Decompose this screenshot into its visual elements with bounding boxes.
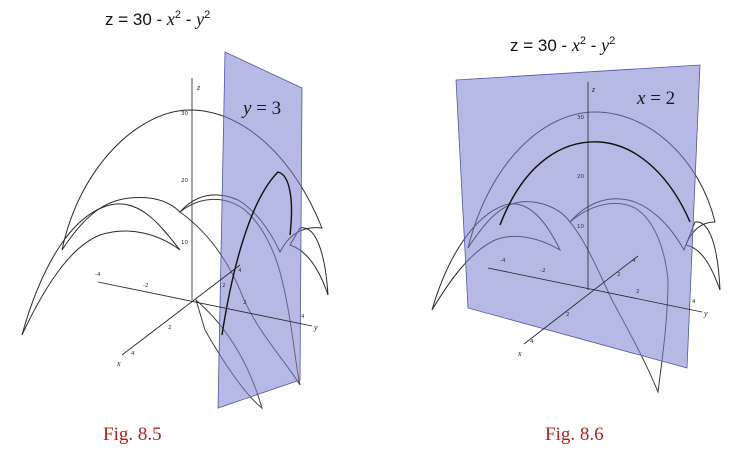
y-tick-4: 4	[692, 299, 696, 305]
x-tick-2: 2	[222, 283, 226, 289]
y-tick-neg4: -4	[500, 258, 506, 264]
y-tick-2: 2	[636, 289, 640, 295]
surface-back-left	[21, 203, 181, 336]
figure-8-5: z = 30 - x2 - y2 z y x 30 20 10 -4 -2 2 …	[21, 9, 329, 445]
plane-label: y = 3	[241, 98, 281, 119]
x-tick-4: 4	[238, 268, 242, 274]
z-tick-10: 10	[181, 240, 188, 246]
x-axis	[121, 264, 241, 356]
plane-y-3	[217, 51, 303, 409]
x-tick-4: 4	[632, 258, 636, 264]
intersection-curve	[499, 141, 691, 226]
figure-caption: Fig. 8.5	[103, 424, 162, 445]
z-axis-label: z	[591, 85, 596, 94]
figure-caption: Fig. 8.6	[545, 424, 604, 445]
y-axis	[487, 267, 703, 313]
surface-equation: z = 30 - x2 - y2	[510, 35, 615, 55]
z-axis-label: z	[196, 83, 201, 92]
surface-equation: z = 30 - x2 - y2	[105, 9, 210, 29]
y-tick-neg4: -4	[95, 272, 101, 278]
y-axis-label: y	[703, 309, 708, 318]
z-tick-20: 20	[577, 174, 584, 180]
z-tick-30: 30	[577, 115, 584, 121]
y-axis-label: y	[313, 323, 318, 332]
z-tick-30: 30	[181, 111, 188, 117]
x-axis	[523, 255, 639, 345]
figure-8-6: z = 30 - x2 - y2 z y x 30 20 10 -4 -2 2 …	[431, 35, 721, 445]
intersection-curve	[221, 171, 293, 336]
plane-label: x = 2	[636, 88, 675, 109]
y-axis	[97, 281, 313, 327]
x-tick-4b: 4	[530, 339, 534, 345]
x-tick-4b: 4	[131, 351, 135, 357]
y-tick-2: 2	[243, 300, 247, 306]
y-tick-neg2: -2	[540, 268, 545, 274]
plane-x-2	[455, 64, 701, 369]
z-tick-20: 20	[181, 178, 188, 184]
x-axis-label: x	[116, 359, 121, 368]
z-tick-10: 10	[577, 224, 584, 230]
x-tick-2b: 2	[566, 312, 570, 318]
y-tick-neg2: -2	[143, 283, 148, 289]
x-tick-2: 2	[617, 272, 621, 278]
x-tick-2b: 2	[168, 325, 172, 331]
surface-right-wing	[685, 221, 721, 291]
y-tick-4: 4	[301, 314, 305, 320]
x-axis-label: x	[517, 349, 522, 358]
